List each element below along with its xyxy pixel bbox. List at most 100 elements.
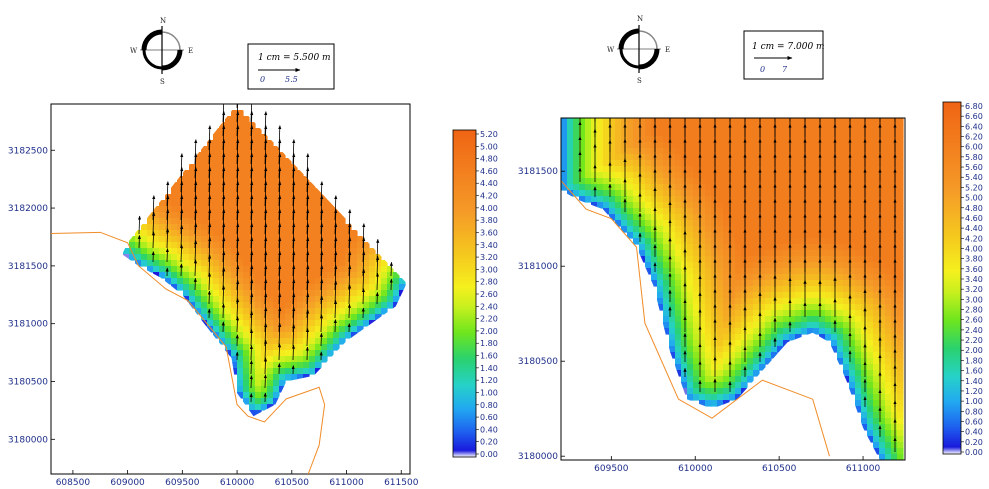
field-cell: [669, 232, 676, 239]
field-cell: [303, 236, 310, 243]
field-cell: [897, 448, 904, 455]
field-cell: [261, 212, 268, 219]
field-cell: [615, 148, 622, 155]
field-cell: [567, 136, 574, 143]
field-cell: [273, 164, 280, 171]
field-cell: [189, 218, 196, 225]
field-cell: [297, 356, 304, 363]
field-cell: [189, 266, 196, 273]
field-cell: [711, 388, 718, 395]
field-cell: [297, 218, 304, 225]
field-cell: [729, 340, 736, 347]
field-cell: [753, 316, 760, 323]
field-cell: [303, 338, 310, 345]
field-cell: [213, 242, 220, 249]
field-cell: [885, 136, 892, 143]
field-cell: [141, 254, 148, 261]
field-cell: [267, 398, 274, 405]
field-cell: [585, 142, 592, 149]
field-cell: [243, 116, 250, 123]
field-cell: [219, 164, 226, 171]
field-cell: [609, 136, 616, 143]
field-cell: [771, 352, 778, 359]
field-cell: [225, 122, 232, 129]
field-cell: [231, 332, 238, 339]
field-cell: [237, 290, 244, 297]
field-cell: [849, 232, 856, 239]
field-cell: [843, 178, 850, 185]
field-cell: [825, 298, 832, 305]
field-cell: [897, 190, 904, 197]
field-cell: [627, 202, 634, 209]
field-cell: [561, 184, 568, 191]
field-cell: [819, 184, 826, 191]
field-cell: [249, 152, 256, 159]
field-cell: [843, 196, 850, 203]
field-cell: [231, 182, 238, 189]
wave-vector: [264, 223, 268, 249]
field-cell: [219, 260, 226, 267]
field-cell: [819, 256, 826, 263]
field-cell: [753, 190, 760, 197]
field-cell: [831, 238, 838, 245]
field-cell: [825, 268, 832, 275]
field-cell: [723, 370, 730, 377]
field-cell: [261, 290, 268, 297]
field-cell: [261, 206, 268, 213]
field-cell: [759, 178, 766, 185]
field-cell: [177, 182, 184, 189]
field-cell: [705, 130, 712, 137]
field-cell: [729, 232, 736, 239]
field-cell: [861, 274, 868, 281]
field-cell: [699, 172, 706, 179]
field-cell: [663, 148, 670, 155]
field-cell: [327, 278, 334, 285]
field-cell: [591, 196, 598, 203]
field-cell: [369, 278, 376, 285]
field-cell: [735, 148, 742, 155]
field-cell: [261, 134, 268, 141]
field-cell: [735, 370, 742, 377]
field-cell: [753, 262, 760, 269]
field-cell: [207, 230, 214, 237]
field-cell: [837, 196, 844, 203]
field-cell: [747, 262, 754, 269]
field-cell: [879, 250, 886, 257]
field-cell: [711, 304, 718, 311]
field-cell: [795, 274, 802, 281]
field-cell: [285, 302, 292, 309]
field-cell: [729, 208, 736, 215]
field-cell: [777, 190, 784, 197]
field-cell: [225, 176, 232, 183]
field-cell: [309, 266, 316, 273]
field-cell: [225, 278, 232, 285]
field-cell: [369, 260, 376, 267]
x-tick-label: 609000: [110, 478, 145, 488]
field-cell: [171, 200, 178, 207]
field-cell: [843, 232, 850, 239]
field-cell: [885, 292, 892, 299]
field-cell: [219, 278, 226, 285]
field-cell: [303, 194, 310, 201]
field-cell: [813, 322, 820, 329]
field-cell: [249, 236, 256, 243]
field-cell: [309, 290, 316, 297]
field-cell: [291, 272, 298, 279]
field-cell: [651, 268, 658, 275]
field-cell: [687, 124, 694, 131]
field-cell: [885, 154, 892, 161]
field-cell: [885, 130, 892, 137]
field-cell: [267, 362, 274, 369]
field-cell: [285, 230, 292, 237]
field-cell: [861, 424, 868, 431]
field-cell: [801, 262, 808, 269]
field-cell: [717, 310, 724, 317]
field-cell: [357, 266, 364, 273]
field-cell: [651, 202, 658, 209]
wave-vector: [306, 181, 310, 207]
field-cell: [819, 310, 826, 317]
field-cell: [225, 158, 232, 165]
field-cell: [801, 292, 808, 299]
field-cell: [837, 352, 844, 359]
field-cell: [867, 286, 874, 293]
